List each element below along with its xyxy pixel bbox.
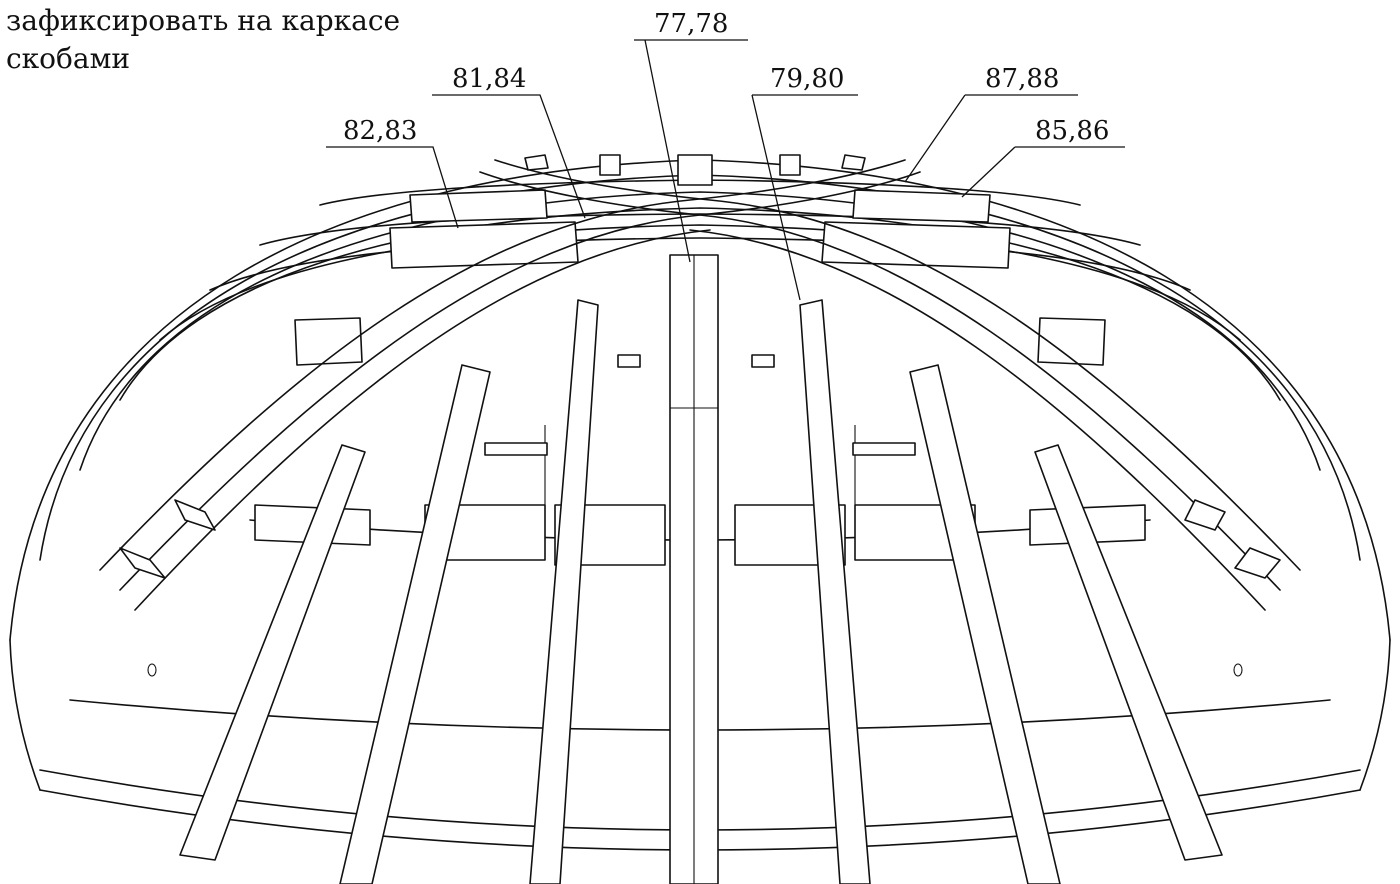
rib-right-1 — [799, 299, 871, 884]
vertical-ribs — [147, 254, 1243, 884]
rib-left-2 — [339, 364, 491, 884]
callout-81-84: 81,84 — [452, 64, 526, 94]
rib-left-3 — [179, 444, 366, 861]
rib-left-1 — [529, 299, 599, 884]
callout-labels: 77,78 81,84 79,80 87,88 82,83 85,86 — [343, 9, 1109, 146]
rib-right-3 — [1034, 444, 1223, 861]
leader-lines — [326, 39, 1125, 301]
callout-87-88: 87,88 — [985, 64, 1059, 94]
assembly-note: зафиксировать на каркасе скобами — [6, 2, 400, 78]
assembly-note-line-1: зафиксировать на каркасе — [6, 4, 401, 37]
callout-77-78: 77,78 — [654, 9, 728, 39]
callout-82-83: 82,83 — [343, 116, 417, 146]
rib-right-2 — [909, 364, 1061, 884]
callout-85-86: 85,86 — [1035, 116, 1109, 146]
cross-battens — [99, 154, 1301, 611]
callout-79-80: 79,80 — [770, 64, 844, 94]
assembly-note-line-2: скобами — [6, 42, 131, 75]
